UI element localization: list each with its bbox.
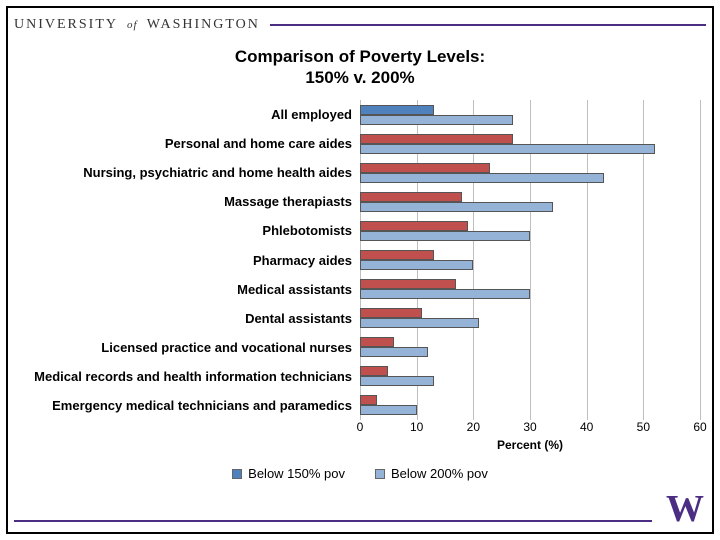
legend: Below 150% pov Below 200% pov xyxy=(0,466,720,481)
header-uni1: UNIVERSITY xyxy=(14,17,117,32)
bar-chart: All employed Personal and home care aides… xyxy=(20,100,700,420)
chart-row: Phlebotomists xyxy=(20,216,700,245)
row-bars xyxy=(360,333,700,362)
row-bars xyxy=(360,304,700,333)
x-tick-label: 10 xyxy=(410,420,423,434)
chart-row: All employed xyxy=(20,100,700,129)
chart-row: Medical assistants xyxy=(20,275,700,304)
row-label: Personal and home care aides xyxy=(20,136,360,151)
bar-150 xyxy=(360,250,434,260)
bar-200 xyxy=(360,289,530,299)
bar-150 xyxy=(360,105,434,115)
chart-title: Comparison of Poverty Levels: 150% v. 20… xyxy=(0,46,720,89)
row-bars xyxy=(360,129,700,158)
row-label: Dental assistants xyxy=(20,311,360,326)
bar-150 xyxy=(360,134,513,144)
row-bars xyxy=(360,275,700,304)
header-rule xyxy=(270,24,706,26)
chart-row: Dental assistants xyxy=(20,304,700,333)
row-bars xyxy=(360,100,700,129)
row-label: All employed xyxy=(20,107,360,122)
header-of: of xyxy=(123,19,142,31)
uw-header: UNIVERSITY of WASHINGTON xyxy=(14,10,706,40)
legend-label-150: Below 150% pov xyxy=(248,466,345,481)
chart-row: Personal and home care aides xyxy=(20,129,700,158)
footer-rule xyxy=(14,520,652,522)
row-label: Medical assistants xyxy=(20,282,360,297)
header-text: UNIVERSITY of WASHINGTON xyxy=(14,17,260,33)
x-tick-label: 60 xyxy=(693,420,706,434)
bar-150 xyxy=(360,279,456,289)
bar-150 xyxy=(360,395,377,405)
bar-200 xyxy=(360,405,417,415)
row-bars xyxy=(360,158,700,187)
legend-item-150: Below 150% pov xyxy=(232,466,345,481)
chart-row: Nursing, psychiatric and home health aid… xyxy=(20,158,700,187)
row-bars xyxy=(360,362,700,391)
bar-150 xyxy=(360,337,394,347)
row-label: Medical records and health information t… xyxy=(20,369,360,384)
uw-logo: W xyxy=(666,490,704,528)
bar-150 xyxy=(360,192,462,202)
bar-200 xyxy=(360,115,513,125)
bar-200 xyxy=(360,173,604,183)
row-bars xyxy=(360,216,700,245)
bar-200 xyxy=(360,347,428,357)
row-label: Nursing, psychiatric and home health aid… xyxy=(20,165,360,180)
x-axis: 0102030405060 xyxy=(360,420,700,440)
legend-swatch-150 xyxy=(232,469,242,479)
x-tick-label: 40 xyxy=(580,420,593,434)
title-line2: 150% v. 200% xyxy=(305,68,414,87)
bar-150 xyxy=(360,308,422,318)
x-tick-label: 0 xyxy=(357,420,364,434)
bar-200 xyxy=(360,318,479,328)
row-bars xyxy=(360,391,700,420)
chart-row: Medical records and health information t… xyxy=(20,362,700,391)
x-axis-label: Percent (%) xyxy=(360,438,700,452)
row-label: Massage therapiasts xyxy=(20,194,360,209)
row-label: Licensed practice and vocational nurses xyxy=(20,340,360,355)
chart-row: Pharmacy aides xyxy=(20,245,700,274)
bar-200 xyxy=(360,260,473,270)
bar-200 xyxy=(360,144,655,154)
bar-200 xyxy=(360,376,434,386)
x-tick-label: 50 xyxy=(637,420,650,434)
chart-row: Licensed practice and vocational nurses xyxy=(20,333,700,362)
bar-200 xyxy=(360,202,553,212)
header-uni2: WASHINGTON xyxy=(147,17,260,32)
bar-200 xyxy=(360,231,530,241)
title-line1: Comparison of Poverty Levels: xyxy=(235,47,485,66)
row-label: Phlebotomists xyxy=(20,223,360,238)
chart-rows: All employed Personal and home care aides… xyxy=(20,100,700,420)
legend-label-200: Below 200% pov xyxy=(391,466,488,481)
x-tick-label: 30 xyxy=(523,420,536,434)
bar-150 xyxy=(360,366,388,376)
row-bars xyxy=(360,245,700,274)
chart-row: Massage therapiasts xyxy=(20,187,700,216)
x-tick-label: 20 xyxy=(467,420,480,434)
bar-150 xyxy=(360,163,490,173)
legend-swatch-200 xyxy=(375,469,385,479)
row-label: Pharmacy aides xyxy=(20,253,360,268)
chart-row: Emergency medical technicians and parame… xyxy=(20,391,700,420)
row-label: Emergency medical technicians and parame… xyxy=(20,398,360,413)
bar-150 xyxy=(360,221,468,231)
legend-item-200: Below 200% pov xyxy=(375,466,488,481)
row-bars xyxy=(360,187,700,216)
